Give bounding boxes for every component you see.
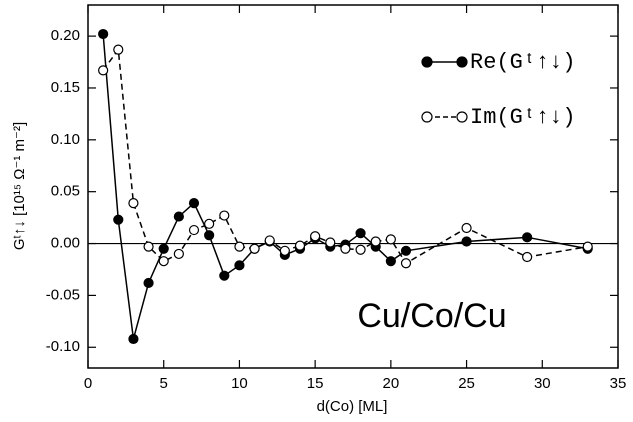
data-point [98,65,109,76]
data-point [294,240,306,251]
data-point [158,243,169,254]
data-point [143,241,154,252]
data-point [522,232,533,243]
legend-marker [456,56,468,68]
annotation: Cu/Co/Cu [357,297,506,335]
data-point [204,218,215,229]
y-tick-label: -0.10 [46,338,80,355]
data-point [234,241,245,252]
x-tick-label: 25 [458,375,475,392]
data-point [461,236,472,247]
series-line [102,33,588,340]
data-point [98,28,109,40]
y-tick-label: 0.15 [51,79,80,96]
data-point [340,243,351,254]
data-point [264,235,275,246]
data-point [249,243,260,254]
data-point [219,210,230,221]
legend-marker [456,111,468,123]
data-point [128,197,139,209]
legend-label: Re(Gᵗ↑↓) [470,50,576,75]
y-tick-label: 0.10 [51,131,80,148]
data-point [173,211,184,222]
data-point [113,214,124,225]
data-point [204,230,215,241]
x-axis-label: d(Co) [ML] [317,398,388,415]
data-point [385,234,396,245]
data-point [234,260,245,271]
data-point [522,251,533,263]
x-tick-label: 5 [160,375,168,392]
y-axis-label: Gᵗ↑↓ [10¹⁵ Ω⁻¹ m⁻²] [11,122,28,250]
x-tick-label: 0 [84,375,92,392]
plot-frame [87,4,619,369]
data-point [461,222,472,234]
y-tick-label: 0.00 [51,235,80,252]
data-point [310,231,321,242]
data-point [279,245,290,256]
data-point [173,248,184,260]
data-point [128,333,139,345]
legend-label: Im(Gᵗ↑↓) [470,105,576,130]
data-point [400,258,412,269]
x-tick-label: 30 [534,375,551,392]
x-tick-label: 20 [383,375,400,392]
data-point [188,197,200,209]
data-point [188,224,200,236]
data-point [325,237,336,248]
x-tick-label: 35 [610,375,627,392]
data-point [355,244,366,255]
y-tick-label: 0.20 [51,27,80,44]
legend-marker [421,56,433,68]
data-point [355,228,366,239]
x-tick-label: 15 [307,375,324,392]
data-point [113,44,124,55]
data-point [385,256,396,267]
y-tick-label: 0.05 [51,183,80,200]
y-tick-label: -0.05 [46,286,80,303]
data-point [219,270,230,281]
legend-marker [421,111,433,123]
series-line [102,47,588,265]
x-tick-label: 10 [231,375,248,392]
data-point [400,245,412,256]
data-point [158,256,169,267]
data-point [370,236,381,247]
data-point [143,277,154,289]
data-point [582,241,593,252]
